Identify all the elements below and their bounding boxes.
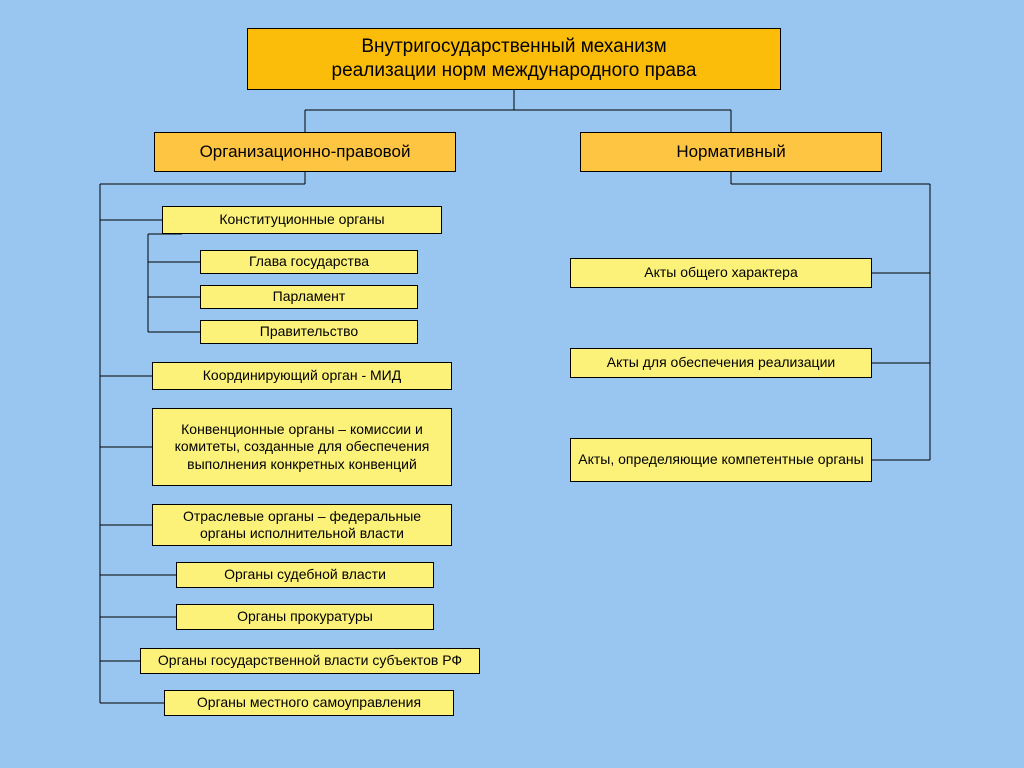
left-node-konv: Конвенционные органы – комиссии и комите… (152, 408, 452, 486)
branch-left-label: Организационно-правовой (200, 141, 411, 162)
right-node-akt1: Акты общего характера (570, 258, 872, 288)
branch-right-label: Нормативный (676, 141, 785, 162)
left-node-subj: Органы государственной власти субъектов … (140, 648, 480, 674)
branch-normative: Нормативный (580, 132, 882, 172)
branch-organizational-legal: Организационно-правовой (154, 132, 456, 172)
left-node-mest: Органы местного самоуправления (164, 690, 454, 716)
left-node-otr: Отраслевые органы – федеральные органы и… (152, 504, 452, 546)
title-line2: реализации норм международного права (332, 60, 697, 81)
title-line1: Внутригосударственный механизм (361, 36, 666, 57)
right-node-akt3: Акты, определяющие компетентные органы (570, 438, 872, 482)
left-node-sud: Органы судебной власти (176, 562, 434, 588)
left-node-glava: Глава государства (200, 250, 418, 274)
left-node-konst: Конституционные органы (162, 206, 442, 234)
left-node-parl: Парламент (200, 285, 418, 309)
left-node-prav: Правительство (200, 320, 418, 344)
diagram-title: Внутригосударственный механизм реализаци… (247, 28, 781, 90)
left-node-prok: Органы прокуратуры (176, 604, 434, 630)
right-node-akt2: Акты для обеспечения реализации (570, 348, 872, 378)
left-node-mid: Координирующий орган - МИД (152, 362, 452, 390)
